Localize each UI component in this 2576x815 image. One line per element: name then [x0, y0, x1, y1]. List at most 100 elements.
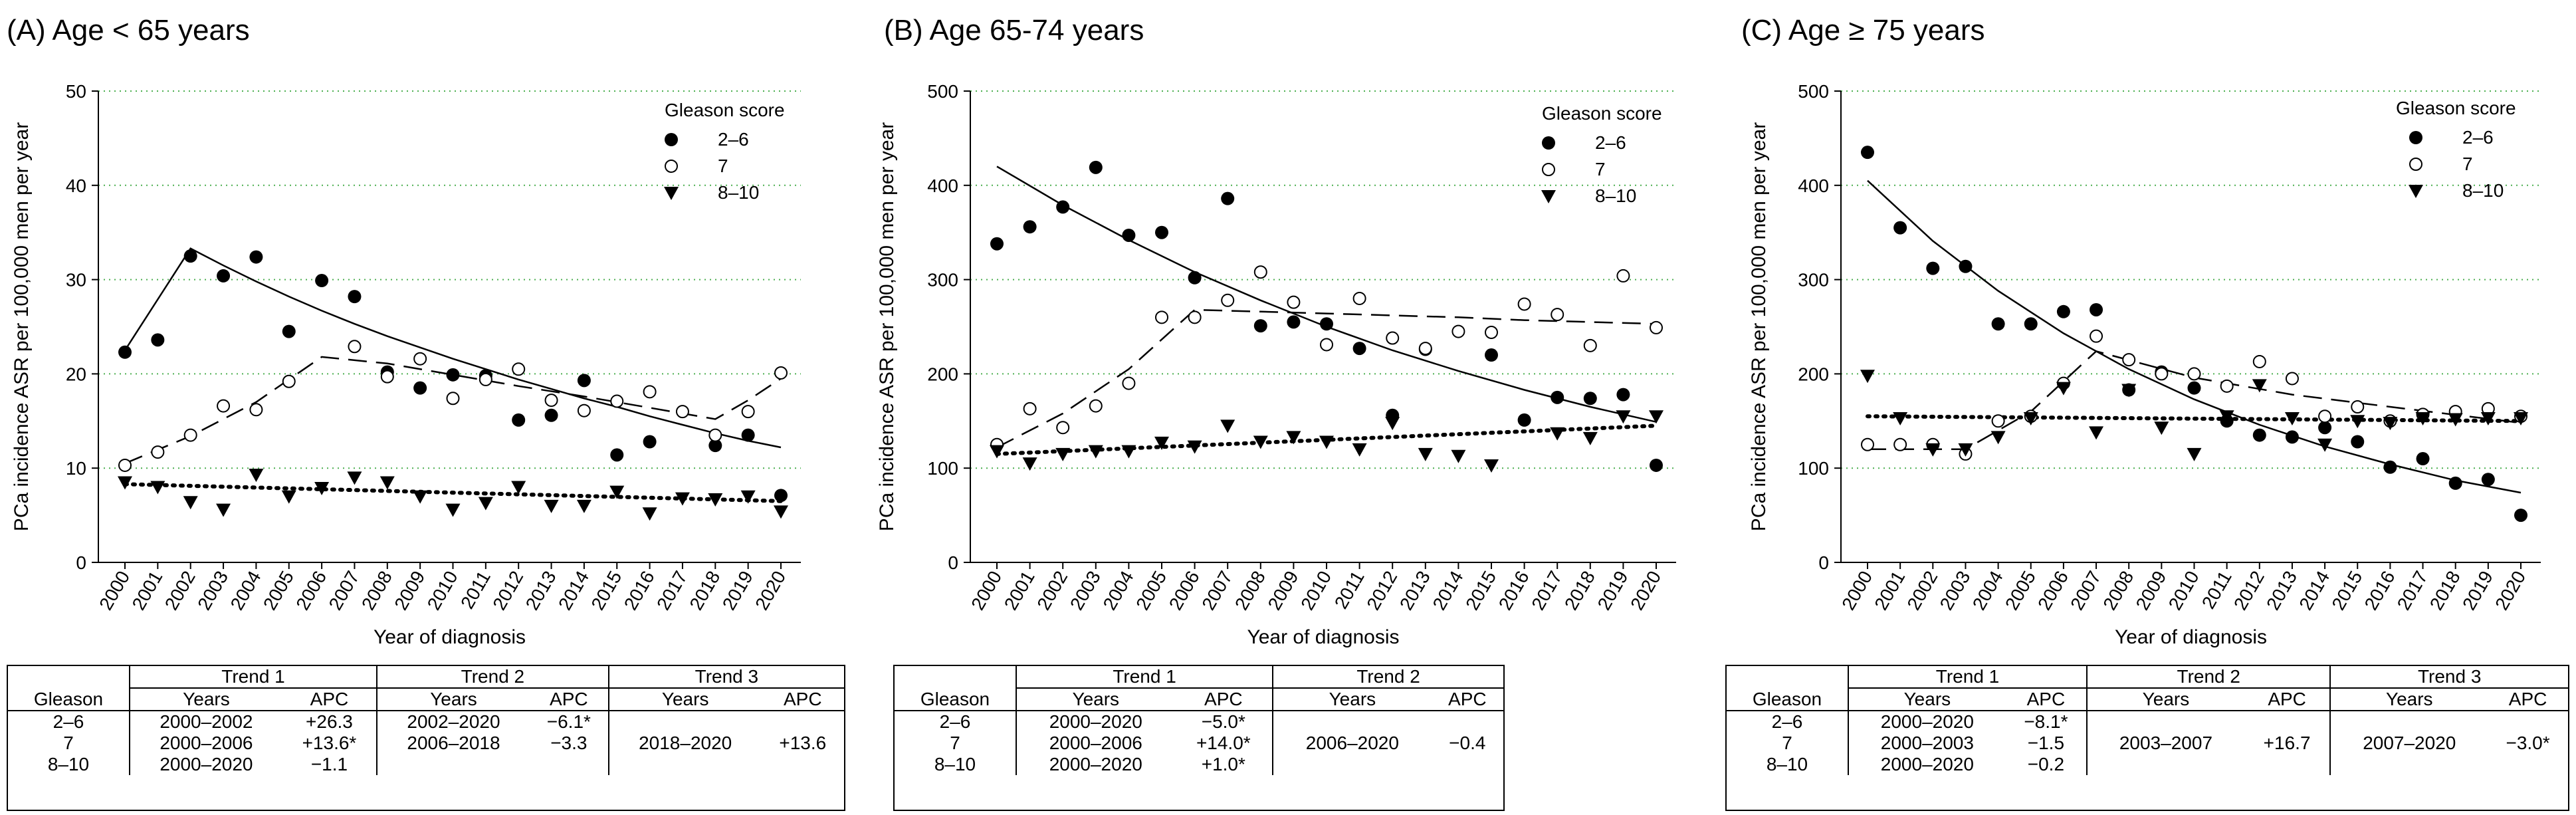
point-marker — [675, 492, 690, 506]
point-marker — [446, 368, 460, 382]
point-marker — [1023, 220, 1037, 234]
point-marker — [2023, 412, 2038, 426]
point-marker — [610, 448, 624, 462]
point-marker — [1352, 291, 1366, 305]
point-marker — [1991, 414, 2005, 428]
y-tick-label: 500 — [927, 81, 958, 102]
table-cell: −6.1* — [546, 711, 591, 732]
x-tick-label: 2010 — [2165, 568, 2203, 614]
table-cell: 7 — [63, 733, 74, 753]
x-tick-label: 2015 — [1461, 568, 1500, 614]
table-cell: −3.3 — [550, 733, 588, 753]
point-marker — [2187, 367, 2201, 381]
x-tick-label: 2017 — [2393, 568, 2432, 614]
point-marker — [479, 372, 492, 386]
x-tick-label: 2008 — [2099, 568, 2137, 614]
x-tick-label: 2020 — [1626, 568, 1665, 614]
point-marker — [2122, 353, 2136, 367]
x-tick-label: 2014 — [2295, 568, 2333, 614]
table-cell: 2000–2003 — [1848, 733, 2006, 754]
table-cell: +26.3 — [306, 711, 353, 732]
x-tick-label: 2018 — [2426, 568, 2464, 614]
point-marker — [1122, 228, 1136, 242]
table-cell: 2018–2020 — [607, 733, 762, 754]
x-tick-label: 2014 — [554, 568, 593, 614]
table-cell: −0.2 — [2027, 754, 2065, 774]
point-marker — [216, 503, 231, 517]
table-cell: 2–6 — [53, 711, 84, 732]
table-cell: −0.4 — [1449, 733, 1486, 753]
panel-title: (A) Age < 65 years — [7, 14, 250, 47]
point-marker — [1385, 417, 1400, 431]
point-marker — [643, 385, 657, 399]
point-marker — [2056, 304, 2070, 318]
table-cell: +13.6 — [779, 733, 827, 753]
point-marker — [643, 435, 657, 449]
point-marker — [576, 499, 591, 513]
point-marker — [217, 269, 231, 283]
trend-line-dotted — [1866, 414, 2523, 423]
table-cell: 7 — [950, 733, 960, 753]
point-marker — [2383, 460, 2397, 474]
point-marker — [348, 340, 362, 354]
trend-line-dashed — [996, 308, 1657, 449]
col-header: APC — [761, 688, 844, 711]
point-marker — [1451, 449, 1466, 463]
y-tick-label: 200 — [1798, 364, 1829, 384]
point-marker — [380, 370, 394, 384]
table-cell: −1.1 — [310, 754, 348, 774]
point-marker — [1220, 419, 1235, 433]
point-marker — [2351, 400, 2365, 414]
point-marker — [2187, 381, 2201, 395]
point-marker — [478, 497, 493, 511]
point-marker — [2024, 317, 2038, 331]
table-cell: +14.0* — [1196, 733, 1251, 753]
point-marker — [2090, 329, 2103, 343]
point-marker — [1319, 435, 1334, 449]
table-cell: 7 — [1782, 733, 1792, 753]
y-tick-label: 200 — [927, 364, 958, 384]
x-tick-label: 2015 — [587, 568, 625, 614]
point-marker — [642, 507, 657, 521]
x-tick-label: 2016 — [1495, 568, 1533, 614]
x-tick-label: 2020 — [751, 568, 790, 614]
point-marker — [2252, 354, 2266, 368]
point-marker — [282, 324, 296, 338]
point-marker — [413, 381, 427, 395]
table-cell: 2–6 — [1771, 711, 1803, 732]
x-tick-label: 2010 — [423, 568, 462, 614]
x-tick-label: 2013 — [522, 568, 560, 614]
table-cell: 8–10 — [934, 754, 976, 774]
point-marker — [1188, 271, 1202, 285]
point-marker — [2219, 410, 2234, 424]
point-marker — [413, 490, 428, 504]
table-cell — [762, 754, 844, 775]
x-tick-label: 2016 — [2361, 568, 2399, 614]
point-marker — [741, 405, 755, 419]
point-marker — [1221, 293, 1235, 307]
col-header: Gleason — [8, 688, 130, 711]
point-marker — [610, 394, 624, 408]
point-marker — [249, 469, 264, 483]
x-tick-label: 2007 — [2066, 568, 2105, 614]
x-tick-label: 2000 — [95, 568, 134, 614]
point-marker — [577, 374, 591, 388]
legend-label: 8–10 — [1595, 185, 1636, 206]
trend-header: Trend 3 — [2329, 666, 2568, 689]
legend-label: 7 — [2462, 154, 2473, 174]
table-cell — [530, 754, 609, 775]
y-tick-label: 20 — [66, 364, 86, 384]
y-tick-label: 400 — [1798, 175, 1829, 196]
y-tick-label: 0 — [948, 552, 958, 573]
x-tick-label: 2019 — [1594, 568, 1632, 614]
point-marker — [1616, 410, 1631, 424]
trend-line-solid — [124, 247, 782, 449]
table-cell: 2000–2006 — [129, 733, 282, 754]
point-marker — [446, 392, 460, 406]
point-marker — [1861, 437, 1874, 451]
point-marker — [1418, 447, 1433, 461]
point-marker — [2415, 412, 2430, 426]
point-marker — [1287, 315, 1301, 329]
table-cell: 2–6 — [939, 711, 971, 732]
point-marker — [118, 345, 132, 359]
